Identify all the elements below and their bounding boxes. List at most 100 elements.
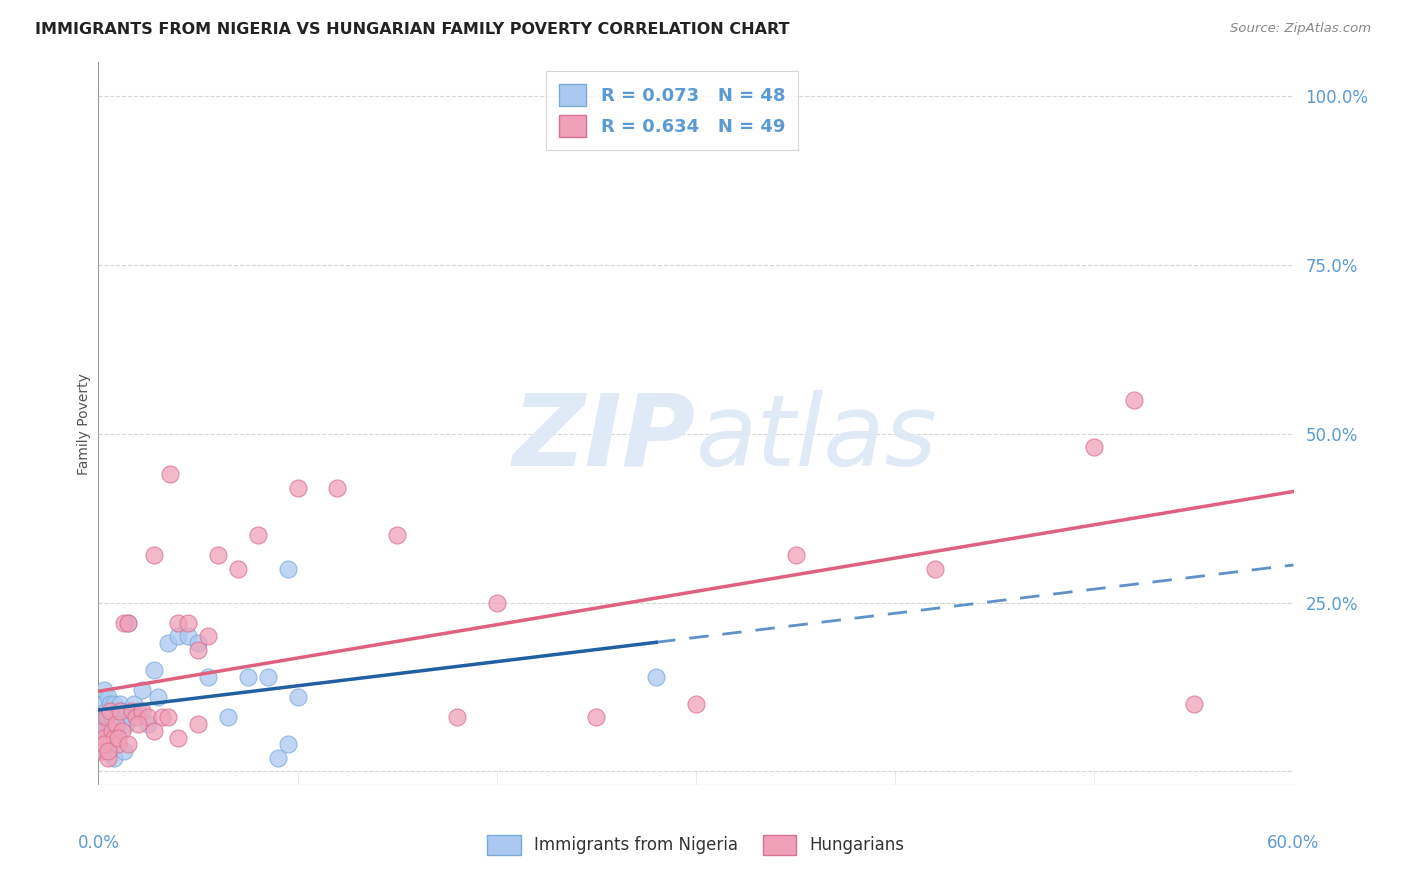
Point xyxy=(105,717,128,731)
Point xyxy=(446,710,468,724)
Text: 60.0%: 60.0% xyxy=(1267,834,1320,852)
Point xyxy=(385,528,409,542)
Point xyxy=(143,549,166,563)
Point xyxy=(127,717,149,731)
Text: Source: ZipAtlas.com: Source: ZipAtlas.com xyxy=(1230,22,1371,36)
Point xyxy=(93,738,115,752)
Text: atlas: atlas xyxy=(696,390,938,487)
Point xyxy=(115,717,138,731)
Point xyxy=(326,481,349,495)
Point xyxy=(143,663,166,677)
Point xyxy=(236,670,259,684)
Point xyxy=(112,615,135,630)
Point xyxy=(91,731,114,745)
Point xyxy=(101,723,124,738)
Legend: Immigrants from Nigeria, Hungarians: Immigrants from Nigeria, Hungarians xyxy=(479,826,912,863)
Point xyxy=(645,670,668,684)
Point xyxy=(98,704,122,718)
Point xyxy=(157,710,180,724)
Point xyxy=(246,528,269,542)
Point xyxy=(103,731,125,745)
Text: IMMIGRANTS FROM NIGERIA VS HUNGARIAN FAMILY POVERTY CORRELATION CHART: IMMIGRANTS FROM NIGERIA VS HUNGARIAN FAM… xyxy=(35,22,790,37)
Point xyxy=(167,629,190,643)
Point xyxy=(1083,440,1105,454)
Point xyxy=(217,710,239,724)
Point xyxy=(125,710,148,724)
Point xyxy=(136,717,159,731)
Point xyxy=(143,723,166,738)
Point xyxy=(98,697,122,711)
Point xyxy=(97,751,120,765)
Point xyxy=(93,731,115,745)
Point xyxy=(107,717,129,731)
Point xyxy=(89,744,111,758)
Point xyxy=(91,723,114,738)
Point xyxy=(177,615,200,630)
Y-axis label: Family Poverty: Family Poverty xyxy=(77,373,91,475)
Point xyxy=(112,744,135,758)
Point xyxy=(105,710,128,724)
Point xyxy=(256,670,278,684)
Point xyxy=(131,704,153,718)
Point xyxy=(150,710,173,724)
Point xyxy=(785,549,807,563)
Point xyxy=(136,710,159,724)
Point xyxy=(96,723,118,738)
Point xyxy=(159,467,181,482)
Point xyxy=(685,697,707,711)
Text: ZIP: ZIP xyxy=(513,390,696,487)
Point xyxy=(1182,697,1205,711)
Point xyxy=(924,562,946,576)
Point xyxy=(187,643,209,657)
Point xyxy=(207,549,229,563)
Point xyxy=(267,751,290,765)
Point xyxy=(98,717,122,731)
Point xyxy=(110,704,132,718)
Point xyxy=(187,717,209,731)
Point xyxy=(103,723,125,738)
Point xyxy=(124,697,146,711)
Point xyxy=(197,629,219,643)
Point xyxy=(167,731,190,745)
Point xyxy=(101,710,124,724)
Point xyxy=(103,697,125,711)
Point xyxy=(89,710,111,724)
Point xyxy=(187,636,209,650)
Point xyxy=(96,710,118,724)
Point xyxy=(93,717,115,731)
Point xyxy=(97,690,120,705)
Point xyxy=(112,710,135,724)
Point xyxy=(127,704,149,718)
Point xyxy=(96,704,118,718)
Point xyxy=(148,690,170,705)
Text: 0.0%: 0.0% xyxy=(77,834,120,852)
Point xyxy=(111,704,134,718)
Point xyxy=(110,697,132,711)
Point xyxy=(177,629,200,643)
Point xyxy=(93,744,115,758)
Point xyxy=(197,670,219,684)
Point xyxy=(97,744,120,758)
Point xyxy=(226,562,249,576)
Point xyxy=(93,683,115,698)
Point xyxy=(97,710,120,724)
Point xyxy=(287,690,309,705)
Point xyxy=(117,615,139,630)
Point xyxy=(131,683,153,698)
Point xyxy=(101,704,124,718)
Point xyxy=(277,562,299,576)
Point xyxy=(120,710,142,724)
Point xyxy=(287,481,309,495)
Point xyxy=(167,615,190,630)
Point xyxy=(277,738,299,752)
Point xyxy=(107,738,129,752)
Point xyxy=(91,697,114,711)
Point xyxy=(1123,393,1146,408)
Point xyxy=(105,717,128,731)
Point xyxy=(117,738,139,752)
Point xyxy=(485,596,508,610)
Point xyxy=(585,710,607,724)
Point xyxy=(117,615,139,630)
Point xyxy=(110,710,132,724)
Point xyxy=(111,723,134,738)
